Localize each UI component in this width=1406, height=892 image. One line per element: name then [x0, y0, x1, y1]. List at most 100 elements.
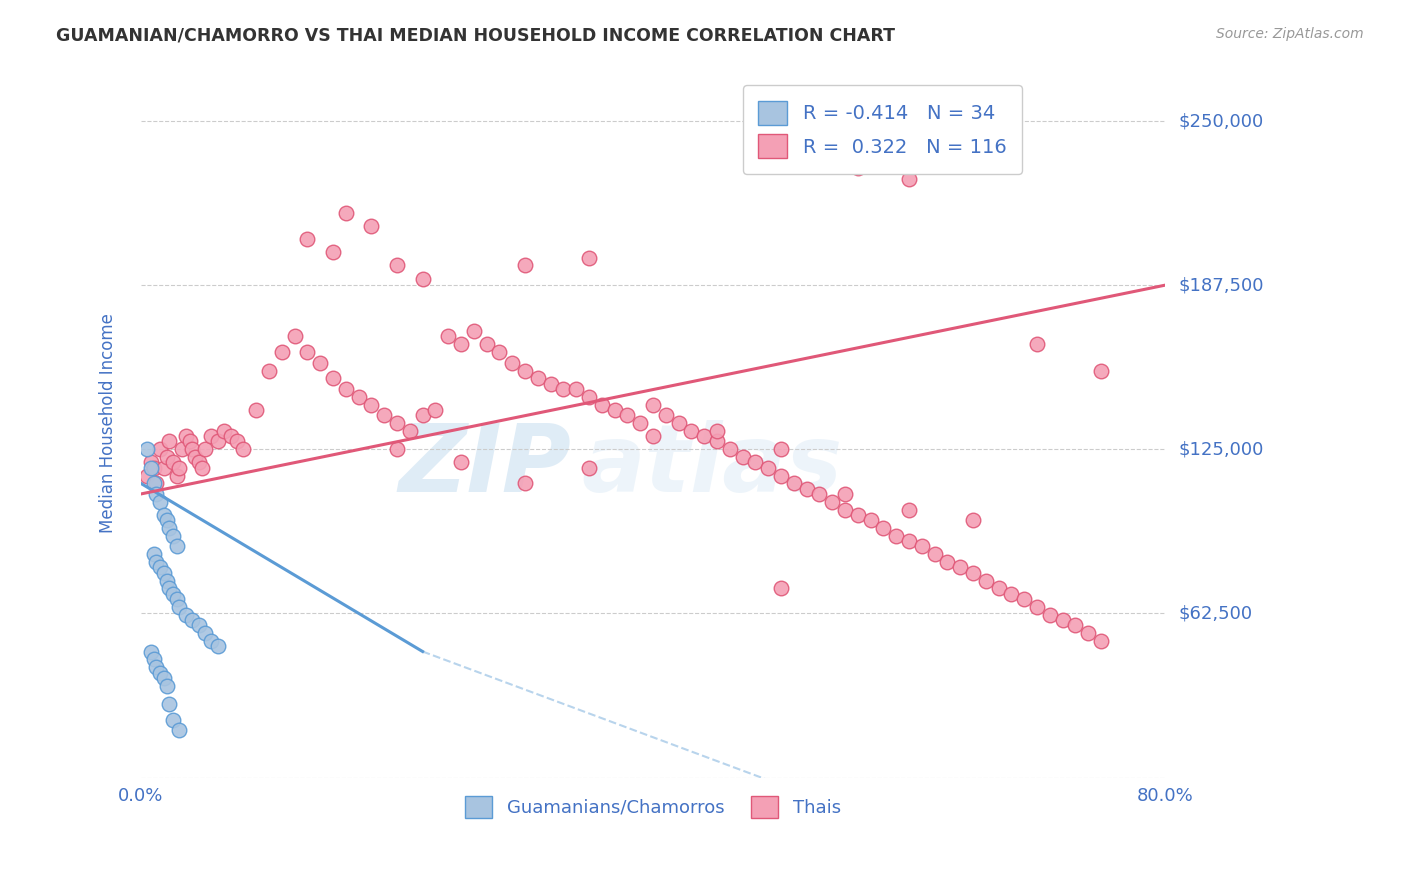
Point: [149, 665, 172, 680]
Point: [179, 434, 201, 449]
Point: [174, 607, 197, 622]
Point: [169, 599, 191, 614]
Point: [718, 442, 741, 457]
Point: [187, 618, 209, 632]
Point: [898, 171, 921, 186]
Point: [681, 424, 703, 438]
Y-axis label: Median Household Income: Median Household Income: [100, 313, 117, 533]
Point: [142, 547, 165, 561]
Point: [166, 468, 188, 483]
Text: ZIP: ZIP: [398, 419, 571, 512]
Point: [513, 476, 536, 491]
Point: [924, 547, 946, 561]
Point: [373, 408, 395, 422]
Point: [212, 424, 235, 438]
Text: Source: ZipAtlas.com: Source: ZipAtlas.com: [1216, 27, 1364, 41]
Point: [437, 329, 460, 343]
Point: [149, 495, 172, 509]
Point: [245, 403, 267, 417]
Point: [232, 442, 254, 457]
Point: [149, 442, 172, 457]
Point: [578, 460, 600, 475]
Point: [744, 455, 766, 469]
Point: [322, 371, 344, 385]
Point: [578, 390, 600, 404]
Point: [219, 429, 242, 443]
Point: [770, 140, 793, 154]
Point: [145, 476, 167, 491]
Text: atlas: atlas: [581, 419, 842, 512]
Point: [145, 555, 167, 569]
Legend: Guamanians/Chamorros, Thais: Guamanians/Chamorros, Thais: [458, 789, 848, 825]
Point: [194, 442, 217, 457]
Point: [501, 356, 523, 370]
Point: [153, 566, 176, 580]
Point: [655, 408, 678, 422]
Point: [141, 460, 163, 475]
Point: [347, 390, 370, 404]
Point: [169, 723, 191, 738]
Point: [385, 259, 408, 273]
Point: [141, 644, 163, 658]
Point: [846, 161, 869, 176]
Point: [385, 416, 408, 430]
Point: [731, 450, 754, 465]
Point: [153, 671, 176, 685]
Point: [859, 513, 882, 527]
Point: [157, 434, 180, 449]
Point: [335, 382, 357, 396]
Point: [169, 460, 191, 475]
Point: [641, 429, 664, 443]
Point: [463, 324, 485, 338]
Point: [136, 442, 159, 457]
Point: [770, 468, 793, 483]
Point: [184, 450, 207, 465]
Point: [962, 513, 984, 527]
Point: [145, 660, 167, 674]
Point: [1090, 363, 1112, 377]
Point: [834, 502, 856, 516]
Point: [162, 455, 184, 469]
Point: [808, 487, 831, 501]
Point: [706, 434, 728, 449]
Point: [1077, 626, 1099, 640]
Point: [450, 337, 472, 351]
Point: [157, 697, 180, 711]
Point: [565, 382, 588, 396]
Point: [616, 408, 638, 422]
Point: [166, 592, 188, 607]
Point: [145, 487, 167, 501]
Point: [149, 560, 172, 574]
Point: [668, 416, 690, 430]
Point: [170, 442, 193, 457]
Point: [226, 434, 249, 449]
Point: [1026, 337, 1049, 351]
Point: [174, 429, 197, 443]
Point: [796, 482, 818, 496]
Point: [155, 513, 177, 527]
Point: [1052, 613, 1074, 627]
Point: [162, 713, 184, 727]
Point: [884, 529, 907, 543]
Point: [142, 476, 165, 491]
Point: [155, 679, 177, 693]
Point: [412, 271, 434, 285]
Text: $62,500: $62,500: [1180, 605, 1253, 623]
Text: $187,500: $187,500: [1180, 277, 1264, 294]
Point: [949, 560, 972, 574]
Point: [309, 356, 332, 370]
Point: [911, 540, 934, 554]
Point: [157, 582, 180, 596]
Point: [297, 232, 319, 246]
Point: [155, 450, 177, 465]
Point: [385, 442, 408, 457]
Point: [181, 442, 204, 457]
Point: [335, 206, 357, 220]
Point: [1090, 634, 1112, 648]
Point: [475, 337, 498, 351]
Point: [770, 582, 793, 596]
Point: [187, 455, 209, 469]
Point: [412, 408, 434, 422]
Point: [142, 460, 165, 475]
Point: [1039, 607, 1062, 622]
